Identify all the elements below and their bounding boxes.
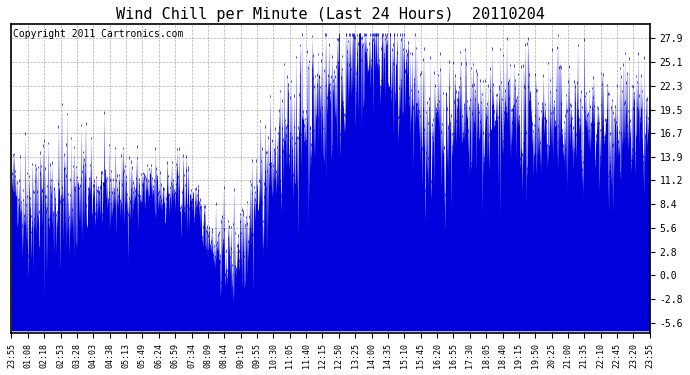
Text: Copyright 2011 Cartronics.com: Copyright 2011 Cartronics.com xyxy=(12,29,183,39)
Title: Wind Chill per Minute (Last 24 Hours)  20110204: Wind Chill per Minute (Last 24 Hours) 20… xyxy=(116,7,545,22)
